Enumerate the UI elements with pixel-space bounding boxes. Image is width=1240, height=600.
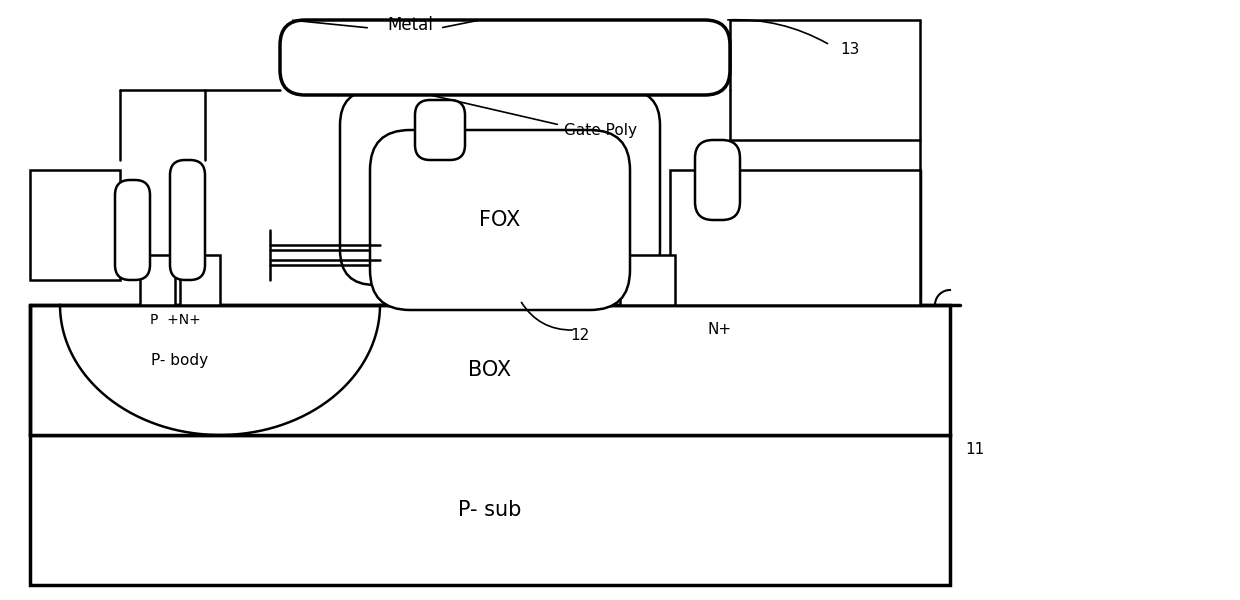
Bar	[620, 255, 675, 305]
FancyBboxPatch shape	[415, 100, 465, 160]
Bar	[180, 255, 219, 305]
Text: Gate Poly: Gate Poly	[563, 122, 636, 137]
Text: P  +N+: P +N+	[150, 313, 201, 327]
Text: BOX: BOX	[469, 360, 512, 380]
FancyBboxPatch shape	[170, 160, 205, 280]
Text: 11: 11	[965, 443, 985, 457]
FancyBboxPatch shape	[694, 140, 740, 220]
Bar	[30, 435, 950, 585]
Text: Metal: Metal	[387, 16, 433, 34]
Bar	[30, 305, 950, 435]
FancyBboxPatch shape	[280, 20, 730, 95]
Bar	[140, 255, 175, 305]
Text: 13: 13	[839, 43, 859, 58]
FancyBboxPatch shape	[340, 90, 660, 285]
Text: P- body: P- body	[151, 352, 208, 367]
Text: 12: 12	[570, 328, 589, 343]
Text: N+: N+	[708, 323, 732, 337]
FancyBboxPatch shape	[115, 180, 150, 280]
FancyBboxPatch shape	[370, 130, 630, 310]
Bar	[30, 170, 120, 280]
Bar	[670, 170, 920, 305]
Text: P- sub: P- sub	[459, 500, 522, 520]
Text: FOX: FOX	[480, 210, 521, 230]
